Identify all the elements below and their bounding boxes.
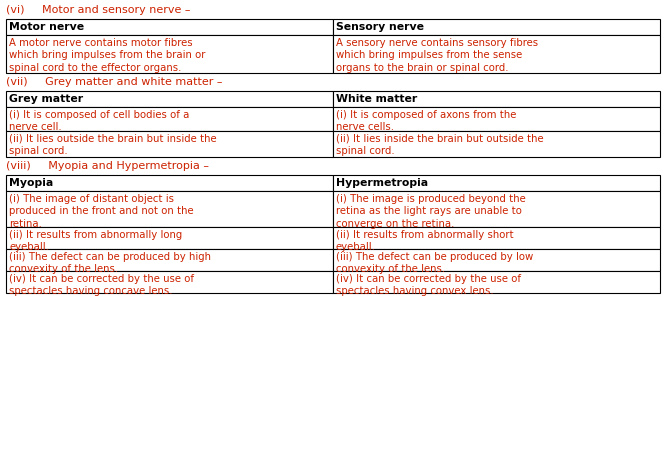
Text: Myopia: Myopia	[9, 178, 53, 188]
Bar	[6, 175, 333, 191]
Bar	[333, 271, 660, 293]
Text: White matter: White matter	[336, 94, 418, 104]
Bar	[333, 19, 660, 35]
Bar	[6, 227, 333, 249]
Bar	[6, 131, 333, 157]
Text: (viii)     Myopia and Hypermetropia –: (viii) Myopia and Hypermetropia –	[6, 161, 209, 171]
Text: (i) It is composed of axons from the
nerve cells.: (i) It is composed of axons from the ner…	[336, 110, 516, 132]
Bar	[333, 175, 660, 191]
Bar	[333, 131, 660, 157]
Text: (iii) The defect can be produced by low
convexity of the lens.: (iii) The defect can be produced by low …	[336, 252, 533, 274]
Bar	[333, 227, 660, 249]
Text: (ii) It results from abnormally short
eyeball.: (ii) It results from abnormally short ey…	[336, 230, 513, 252]
Text: (ii) It lies outside the brain but inside the
spinal cord.: (ii) It lies outside the brain but insid…	[9, 133, 216, 156]
Bar	[6, 35, 333, 73]
Bar	[333, 35, 660, 73]
Bar	[333, 191, 660, 227]
Text: (iv) It can be corrected by the use of
spectacles having convex lens.: (iv) It can be corrected by the use of s…	[336, 273, 521, 296]
Text: Grey matter: Grey matter	[9, 94, 83, 104]
Text: (i) The image of distant object is
produced in the front and not on the
retina.: (i) The image of distant object is produ…	[9, 193, 194, 229]
Text: (vi)     Motor and sensory nerve –: (vi) Motor and sensory nerve –	[6, 5, 190, 15]
Text: (ii) It lies inside the brain but outside the
spinal cord.: (ii) It lies inside the brain but outsid…	[336, 133, 543, 156]
Text: A sensory nerve contains sensory fibres
which bring impulses from the sense
orga: A sensory nerve contains sensory fibres …	[336, 37, 538, 73]
Bar	[6, 91, 333, 107]
Text: Hypermetropia: Hypermetropia	[336, 178, 428, 188]
Bar	[6, 191, 333, 227]
Bar	[333, 91, 660, 107]
Text: Sensory nerve: Sensory nerve	[336, 22, 424, 32]
Bar	[6, 19, 333, 35]
Bar	[6, 249, 333, 271]
Text: A motor nerve contains motor fibres
which bring impulses from the brain or
spina: A motor nerve contains motor fibres whic…	[9, 37, 205, 73]
Text: (i) The image is produced beyond the
retina as the light rays are unable to
conv: (i) The image is produced beyond the ret…	[336, 193, 525, 229]
Bar	[333, 107, 660, 131]
Text: Motor nerve: Motor nerve	[9, 22, 84, 32]
Bar	[333, 249, 660, 271]
Text: (vii)     Grey matter and white matter –: (vii) Grey matter and white matter –	[6, 77, 222, 87]
Bar	[6, 107, 333, 131]
Text: (ii) It results from abnormally long
eyeball.: (ii) It results from abnormally long eye…	[9, 230, 182, 252]
Bar	[6, 271, 333, 293]
Text: (i) It is composed of cell bodies of a
nerve cell.: (i) It is composed of cell bodies of a n…	[9, 110, 189, 132]
Text: (iii) The defect can be produced by high
convexity of the lens.: (iii) The defect can be produced by high…	[9, 252, 211, 274]
Text: (iv) It can be corrected by the use of
spectacles having concave lens.: (iv) It can be corrected by the use of s…	[9, 273, 194, 296]
